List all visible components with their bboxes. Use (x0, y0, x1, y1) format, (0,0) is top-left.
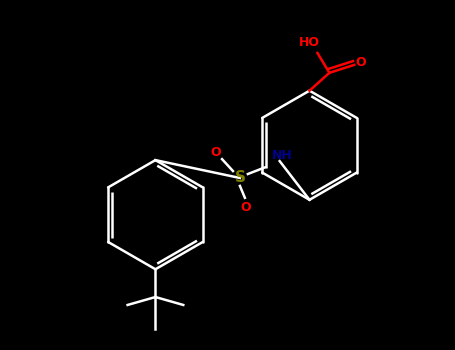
Text: NH: NH (272, 149, 293, 162)
Text: O: O (356, 56, 366, 69)
Text: S: S (234, 170, 245, 186)
Text: HO: HO (299, 36, 320, 49)
Text: O: O (211, 146, 222, 159)
Text: O: O (241, 201, 251, 214)
